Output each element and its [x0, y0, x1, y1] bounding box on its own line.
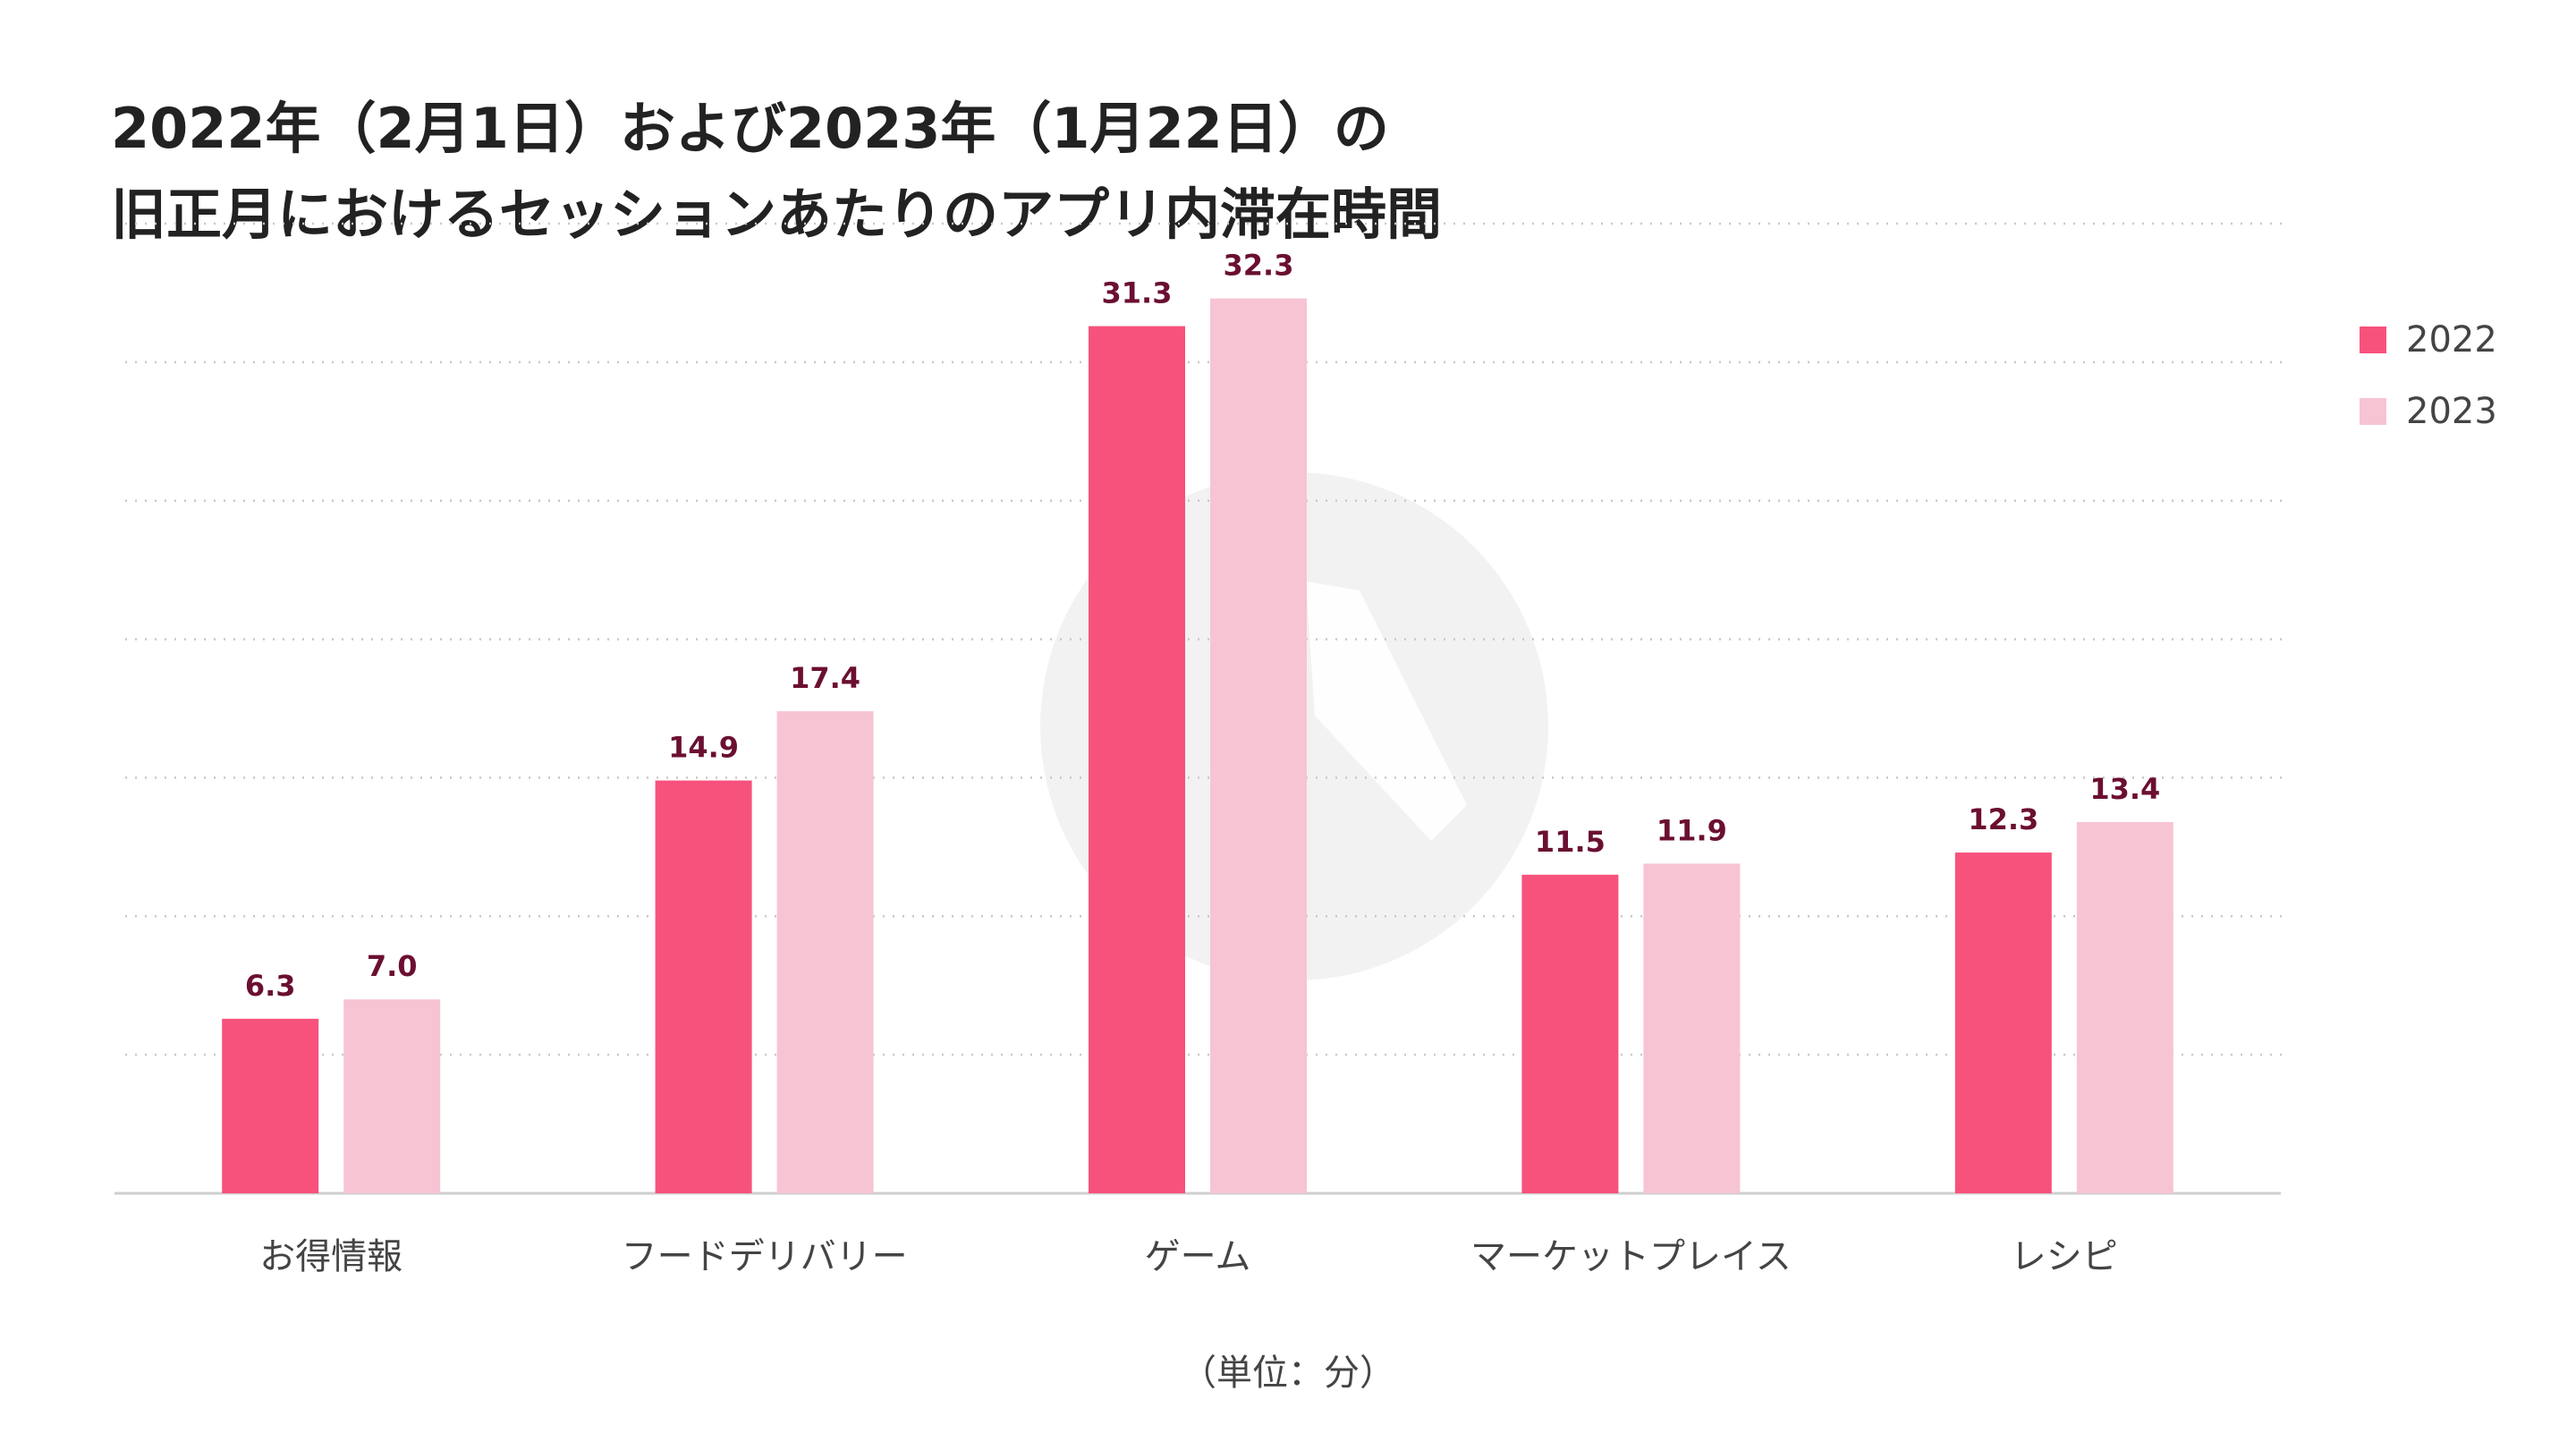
- chart-title: 2022年（2月1日）および2023年（1月22日）の 旧正月におけるセッション…: [111, 86, 1900, 258]
- bar-2023-2: [1210, 298, 1307, 1193]
- bar-2023-0: [343, 999, 441, 1193]
- value-label-2022-4: 12.3: [1968, 802, 2038, 836]
- value-label-2023-0: 7.0: [367, 949, 418, 983]
- value-label-2023-1: 17.4: [790, 661, 860, 695]
- legend-label-2022: 2022: [2406, 319, 2497, 360]
- bar-2022-4: [1954, 852, 2052, 1193]
- value-label-2022-3: 11.5: [1535, 825, 1606, 859]
- legend-label-2023: 2023: [2406, 391, 2497, 432]
- chart-title-line-1: 2022年（2月1日）および2023年（1月22日）の: [111, 96, 1389, 161]
- legend-item-2023: 2023: [2360, 390, 2497, 433]
- value-label-2022-0: 6.3: [245, 969, 296, 1003]
- bar-2023-1: [776, 711, 874, 1193]
- value-labels: 6.3 7.0 14.9 17.4 31.3 32.3 11.5 11.9 12.3 13.4: [245, 249, 2160, 1003]
- legend-swatch-2022: [2360, 327, 2386, 353]
- category-label-3: マーケットプレイス: [1470, 1236, 1792, 1277]
- category-label-0: お得情報: [259, 1236, 402, 1277]
- bar-2022-1: [655, 780, 752, 1193]
- category-label-4: レシピ: [2011, 1236, 2118, 1277]
- chart-title-line-2: 旧正月におけるセッションあたりのアプリ内滞在時間: [111, 182, 1443, 247]
- legend-item-2022: 2022: [2360, 318, 2497, 361]
- value-label-2023-4: 13.4: [2089, 772, 2160, 806]
- unit-label: （単位：分）: [1181, 1353, 1395, 1394]
- bar-2023-4: [2076, 821, 2174, 1193]
- bar-2023-3: [1643, 863, 1741, 1193]
- bar-2022-2: [1089, 326, 1185, 1193]
- value-label-2022-1: 14.9: [668, 731, 739, 765]
- bar-2022-3: [1521, 874, 1619, 1193]
- category-label-1: フードデリバリー: [622, 1236, 908, 1277]
- category-label-2: ゲーム: [1145, 1236, 1251, 1277]
- value-label-2023-2: 32.3: [1224, 249, 1294, 283]
- gridlines: [125, 222, 2290, 1056]
- value-label-2023-3: 11.9: [1657, 813, 1727, 847]
- legend: 2022 2023: [2360, 318, 2497, 462]
- legend-swatch-2023: [2360, 398, 2386, 425]
- category-labels: お得情報 フードデリバリー ゲーム マーケットプレイス レシピ: [259, 1236, 2118, 1277]
- bars: [222, 298, 2174, 1193]
- bar-2022-0: [222, 1018, 319, 1193]
- value-label-2022-2: 31.3: [1102, 276, 1173, 310]
